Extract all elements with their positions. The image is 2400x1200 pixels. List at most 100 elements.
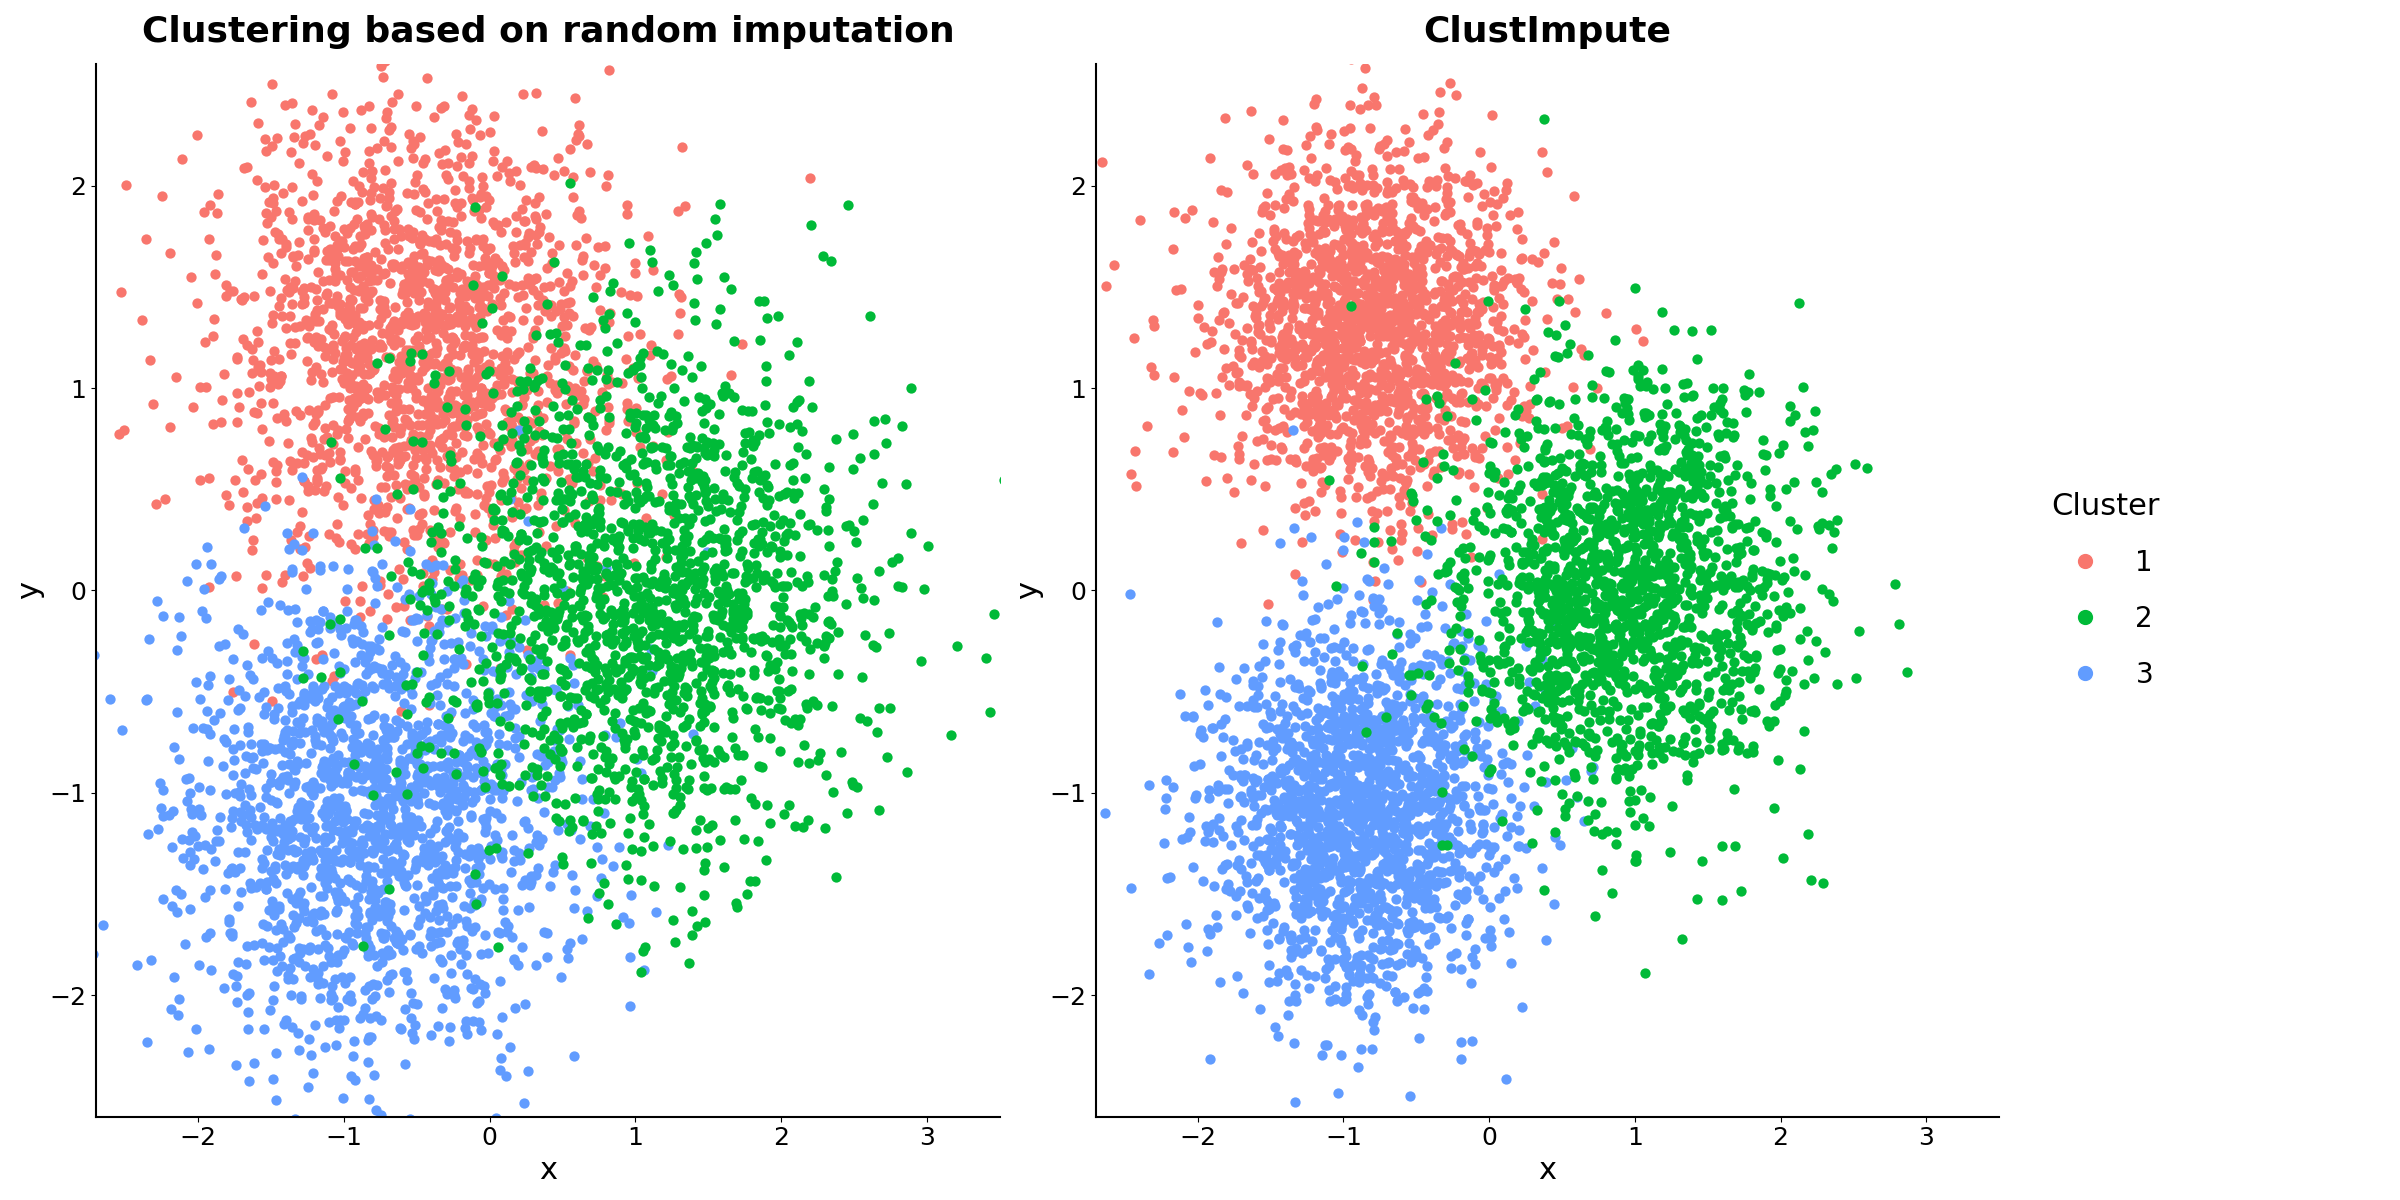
Point — [463, 751, 502, 770]
Point — [355, 796, 394, 815]
Point — [1627, 551, 1666, 570]
Point — [348, 918, 386, 937]
Point — [1322, 349, 1361, 368]
Point — [1618, 466, 1656, 485]
Point — [1584, 635, 1622, 654]
Point — [634, 775, 672, 794]
Point — [350, 533, 389, 552]
Point — [386, 306, 425, 325]
Point — [1445, 571, 1483, 590]
Point — [1337, 407, 1375, 426]
Point — [761, 670, 799, 689]
Point — [1354, 590, 1392, 610]
Point — [1332, 286, 1370, 305]
Point — [293, 822, 331, 841]
Point — [278, 612, 317, 631]
Point — [252, 1000, 290, 1019]
Point — [346, 365, 384, 384]
Point — [293, 1045, 331, 1064]
Point — [1332, 444, 1370, 463]
Point — [470, 361, 509, 380]
Point — [530, 456, 569, 475]
Point — [480, 365, 518, 384]
Point — [1632, 743, 1670, 762]
Point — [298, 290, 336, 310]
Point — [372, 427, 410, 446]
Point — [1490, 485, 1529, 504]
Point — [437, 361, 475, 380]
Point — [485, 889, 523, 908]
Point — [631, 666, 670, 685]
Point — [1558, 630, 1596, 649]
Point — [1663, 517, 1702, 536]
Point — [1762, 659, 1800, 678]
Point — [1574, 485, 1613, 504]
Point — [581, 467, 619, 486]
Point — [1402, 222, 1440, 241]
Point — [310, 692, 348, 712]
Point — [1301, 900, 1339, 919]
Point — [562, 522, 600, 541]
Point — [761, 637, 799, 656]
Point — [1596, 533, 1634, 552]
Point — [1639, 673, 1678, 692]
Point — [1572, 498, 1610, 517]
Point — [355, 857, 394, 876]
Point — [566, 704, 605, 724]
Point — [1608, 710, 1646, 730]
Point — [1342, 1039, 1380, 1058]
Point — [499, 601, 538, 620]
Point — [1402, 384, 1440, 403]
Point — [492, 370, 530, 389]
Point — [305, 887, 343, 906]
Point — [1663, 618, 1702, 637]
Point — [1601, 740, 1639, 760]
Point — [1416, 815, 1454, 834]
Point — [1294, 334, 1332, 353]
Point — [1286, 703, 1325, 722]
Point — [418, 374, 456, 394]
Point — [533, 427, 571, 446]
Point — [677, 437, 715, 456]
Point — [1680, 455, 1718, 474]
Point — [1668, 445, 1706, 464]
Point — [463, 671, 502, 690]
Point — [1279, 275, 1318, 294]
Point — [634, 534, 672, 553]
Point — [607, 576, 646, 595]
Point — [1392, 684, 1430, 703]
Point — [1502, 552, 1541, 571]
Point — [389, 865, 427, 884]
Point — [1562, 733, 1601, 752]
Point — [1613, 635, 1651, 654]
Point — [1735, 511, 1774, 530]
Point — [458, 762, 497, 781]
Point — [557, 881, 595, 900]
Point — [574, 287, 612, 306]
Point — [1339, 965, 1378, 984]
Point — [1399, 796, 1438, 815]
Point — [650, 832, 689, 851]
Point — [331, 289, 370, 308]
Point — [1622, 580, 1661, 599]
Point — [413, 232, 451, 251]
Point — [1320, 300, 1358, 319]
Point — [595, 630, 634, 649]
Point — [751, 703, 790, 722]
Point — [1246, 400, 1284, 419]
Point — [1589, 574, 1627, 593]
Point — [1234, 797, 1272, 816]
Point — [415, 107, 454, 126]
Point — [1536, 559, 1574, 578]
Point — [403, 180, 442, 199]
Point — [1382, 362, 1421, 382]
Point — [1649, 636, 1687, 655]
Point — [1627, 570, 1666, 589]
Point — [221, 397, 259, 416]
Point — [1502, 324, 1541, 343]
Point — [1673, 454, 1711, 473]
Point — [1598, 620, 1637, 640]
Point — [1738, 648, 1776, 667]
Point — [370, 983, 408, 1002]
Point — [1483, 276, 1522, 295]
